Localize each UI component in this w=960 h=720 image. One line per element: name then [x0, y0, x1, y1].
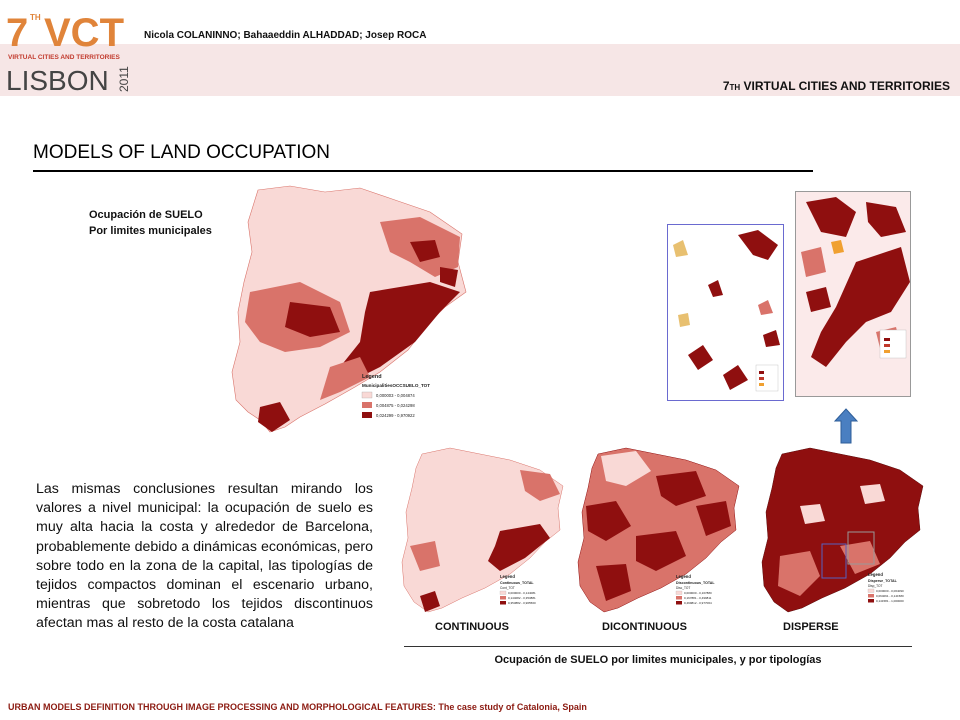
label-disperse: DISPERSE [783, 621, 839, 633]
disperse-map: Legend Disperse_TOTAL Disp_TOT 0,000000 … [761, 447, 924, 613]
logo-number: 7 [6, 11, 28, 55]
main-legend-class-3: 0,024299 - 0,970922 [376, 413, 415, 418]
slide-title: MODELS OF LAND OCCUPATION [33, 142, 330, 163]
disperse-legend-class-3: 0,141581 - 1,000000 [876, 599, 904, 603]
continuous-legend-class-3: 0,353882 - 0,965560 [508, 601, 536, 605]
main-legend-swatch-3 [362, 412, 372, 418]
authors: Nicola COLANINNO; Bahaaeddin ALHADDAD; J… [144, 30, 427, 41]
disperse-legend-class-1: 0,000000 - 0,064090 [876, 589, 904, 593]
logo-vct: VCT [44, 11, 124, 55]
logo-city: LISBON [6, 65, 109, 96]
continuous-legend-class-2: 0,144082 - 0,353881 [508, 596, 536, 600]
main-legend-field: MunicipalitiesOCCSUELO_TOT [362, 383, 430, 388]
main-legend-title: Legend [362, 374, 382, 380]
logo-subtitle: VIRTUAL CITIES AND TERRITORIES [8, 54, 120, 61]
continuous-legend-sub: Cont_TOT [500, 586, 515, 590]
disperse-legend-class-2: 0,064091 - 0,141580 [876, 594, 904, 598]
continuous-legend-title: Legend [500, 574, 515, 579]
disperse-legend-title: Legend [868, 572, 883, 577]
up-arrow-icon [833, 408, 859, 444]
discontinuous-legend-field: Discontinuous_TOTAL [676, 581, 715, 585]
discontinuous-legend-class-2: 0,167881 - 0,499811 [684, 596, 712, 600]
vct-logo: 7 TH VCT VIRTUAL CITIES AND TERRITORIES … [6, 11, 131, 96]
footer-text: URBAN MODELS DEFINITION THROUGH IMAGE PR… [8, 702, 587, 712]
discontinuous-legend-sub: Disc_TOT [676, 586, 690, 590]
title-underline [33, 170, 813, 172]
figure-caption: Ocupación de SUELO por limites municipal… [494, 654, 822, 666]
zoom-map-small [667, 224, 784, 401]
main-map-label: Ocupación de SUELO Por limites municipal… [89, 207, 212, 239]
label-dicontinuous: DICONTINUOUS [602, 621, 687, 633]
disperse-legend-field: Disperse_TOTAL [868, 579, 898, 583]
continuous-legend-field: Continuous_TOTAL [500, 581, 534, 585]
discontinuous-map: Legend Discontinuous_TOTAL Disc_TOT 0,00… [577, 447, 740, 613]
header-band [0, 0, 960, 96]
zoom-map-small-image [673, 230, 780, 392]
discontinuous-legend-class-1: 0,000000 - 0,167880 [684, 591, 712, 595]
main-map-label-line2: Por limites municipales [89, 225, 212, 237]
main-legend-class-1: 0,000003 - 0,004874 [376, 393, 415, 398]
body-paragraph: Las mismas conclusiones resultan mirando… [36, 481, 373, 632]
conference-th: TH [729, 83, 741, 92]
conference-title: VIRTUAL CITIES AND TERRITORIES [743, 79, 950, 93]
logo-year: 2011 [117, 66, 131, 92]
discontinuous-legend-title: Legend [676, 574, 691, 579]
main-legend-swatch-1 [361, 391, 373, 399]
label-continuous: CONTINUOUS [435, 621, 509, 633]
discontinuous-legend-class-3: 0,499812 - 0,977064 [684, 601, 712, 605]
disperse-legend-sub: Disp_TOT [868, 584, 883, 588]
continuous-legend-class-1: 0,000000 - 0,144081 [508, 591, 536, 595]
header-pink-strip [0, 44, 960, 96]
conference-name: 7TH VIRTUAL CITIES AND TERRITORIES [723, 79, 950, 93]
caption-rule [404, 646, 912, 647]
zoom-map-large [795, 191, 911, 397]
zoom-map-large-image [796, 192, 910, 396]
logo-th: TH [30, 13, 41, 22]
main-legend-swatch-2 [362, 402, 372, 408]
main-catalonia-map: Legend MunicipalitiesOCCSUELO_TOT 0,0000… [231, 185, 467, 433]
continuous-map: Legend Continuous_TOTAL Cont_TOT 0,00000… [401, 447, 564, 613]
main-legend-class-2: 0,004875 - 0,024298 [376, 403, 415, 408]
conference-number: 7 [722, 79, 730, 93]
main-map-label-line1: Ocupación de SUELO [89, 209, 203, 221]
